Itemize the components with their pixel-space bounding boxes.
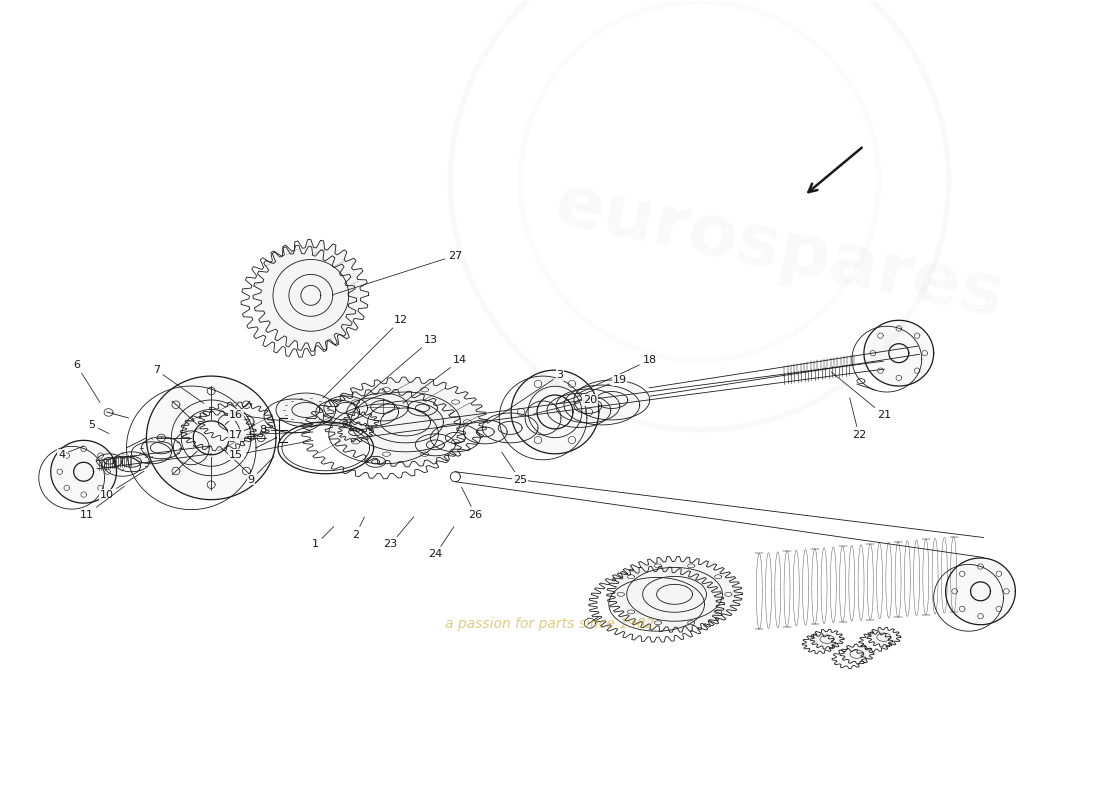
Text: 14: 14 (403, 355, 467, 403)
Polygon shape (416, 434, 455, 456)
Text: 6: 6 (73, 360, 100, 402)
Polygon shape (867, 627, 901, 647)
Polygon shape (482, 413, 538, 443)
Text: 11: 11 (79, 486, 124, 520)
Polygon shape (113, 452, 150, 472)
Text: 7: 7 (153, 365, 204, 403)
Text: 23: 23 (384, 517, 414, 550)
Text: 16: 16 (229, 410, 314, 425)
Text: 4: 4 (58, 446, 84, 460)
Text: 3: 3 (487, 370, 563, 423)
Text: 25: 25 (502, 452, 527, 485)
Polygon shape (276, 393, 336, 427)
Text: a passion for parts since 1982: a passion for parts since 1982 (446, 618, 654, 631)
Polygon shape (607, 557, 742, 632)
Polygon shape (556, 389, 619, 423)
Polygon shape (430, 424, 481, 452)
Text: 12: 12 (322, 315, 408, 398)
Text: 20: 20 (532, 395, 597, 414)
Text: 24: 24 (428, 527, 454, 559)
Text: 10: 10 (99, 471, 144, 500)
Polygon shape (142, 437, 182, 458)
Text: 8: 8 (260, 425, 266, 435)
Polygon shape (810, 630, 844, 649)
Polygon shape (253, 239, 368, 351)
Polygon shape (338, 422, 374, 442)
Text: 22: 22 (849, 398, 866, 440)
Text: 9: 9 (248, 457, 274, 485)
Polygon shape (356, 393, 408, 421)
Text: 2: 2 (352, 517, 364, 539)
Polygon shape (946, 558, 1015, 625)
Polygon shape (198, 402, 274, 442)
Text: eurospares: eurospares (549, 170, 1010, 332)
Text: 5: 5 (88, 420, 109, 434)
Polygon shape (864, 320, 934, 386)
Polygon shape (407, 400, 438, 416)
Polygon shape (97, 454, 122, 468)
Text: 1: 1 (312, 526, 333, 550)
Text: 19: 19 (558, 375, 627, 404)
Text: 21: 21 (832, 372, 891, 420)
Polygon shape (51, 440, 117, 503)
Text: 17: 17 (229, 430, 314, 440)
Text: 26: 26 (462, 487, 482, 520)
Polygon shape (512, 370, 598, 454)
Text: 18: 18 (578, 355, 657, 394)
Polygon shape (323, 377, 487, 466)
Text: 13: 13 (363, 335, 438, 398)
Text: 15: 15 (229, 440, 314, 460)
Polygon shape (574, 380, 650, 420)
Polygon shape (146, 376, 276, 500)
Polygon shape (463, 420, 507, 444)
Polygon shape (323, 396, 367, 420)
Polygon shape (840, 644, 873, 664)
Text: 27: 27 (333, 250, 462, 294)
